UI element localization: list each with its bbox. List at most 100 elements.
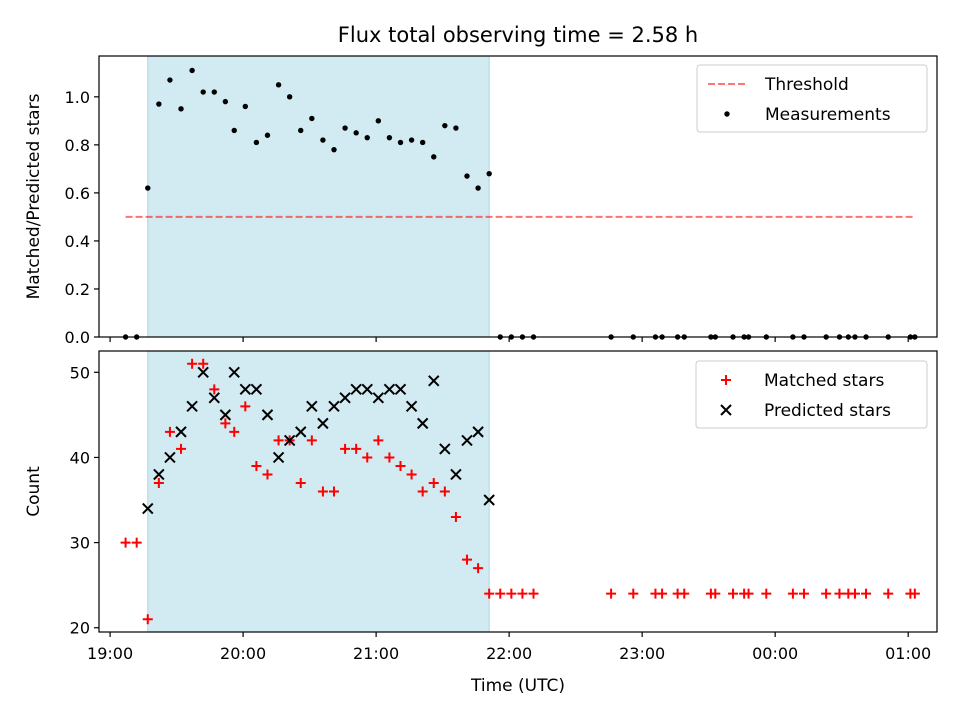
data-point <box>361 383 373 396</box>
data-point <box>362 452 373 463</box>
data-point <box>242 103 249 110</box>
data-point <box>353 130 359 136</box>
data-point <box>406 469 417 480</box>
data-point <box>250 383 263 396</box>
data-point <box>373 435 384 446</box>
data-point <box>306 435 317 446</box>
legend: Threshold Measurements <box>696 64 928 133</box>
data-point <box>200 89 206 95</box>
data-point <box>339 392 351 404</box>
data-point <box>386 134 393 141</box>
data-point <box>176 443 187 454</box>
data-point <box>397 139 404 146</box>
data-point <box>861 588 872 599</box>
data-point <box>464 173 470 179</box>
data-point <box>283 434 296 447</box>
data-point <box>228 366 240 378</box>
x-tick-label: 21:00 <box>353 644 399 663</box>
data-point <box>198 358 209 369</box>
top-panel: 0.0 0.2 0.4 0.6 0.8 1.0 Matched/Predicted star… <box>24 55 938 347</box>
legend-marker <box>721 375 731 385</box>
data-point <box>251 460 262 471</box>
data-point <box>384 452 395 463</box>
y-tick-label: 0.6 <box>65 184 90 203</box>
data-point <box>761 588 772 599</box>
y-tick-label: 40 <box>70 448 90 467</box>
legend-label: Matched stars <box>764 371 884 391</box>
data-point <box>351 443 362 454</box>
data-point <box>416 417 429 430</box>
data-point <box>295 477 306 488</box>
data-point <box>208 392 220 404</box>
data-point <box>849 588 860 599</box>
data-point <box>328 486 339 497</box>
data-point <box>394 383 407 396</box>
legend-label: Predicted stars <box>764 401 891 421</box>
data-point <box>628 588 639 599</box>
data-point <box>264 132 271 138</box>
data-point <box>120 537 131 548</box>
legend-box <box>695 360 928 429</box>
legend-marker <box>724 111 730 117</box>
plot-frame <box>98 55 938 338</box>
data-point <box>328 400 340 413</box>
series-predicted-stars <box>142 366 495 515</box>
data-point <box>395 460 406 471</box>
data-point <box>317 486 328 497</box>
data-point <box>197 366 209 378</box>
data-point <box>657 588 668 599</box>
observing-interval-shade <box>147 56 490 337</box>
data-point <box>229 426 240 437</box>
legend-box <box>696 64 928 133</box>
data-point <box>350 383 362 396</box>
data-point <box>317 417 329 430</box>
x-axis-label: Time (UTC) <box>470 676 565 696</box>
y-axis-label: Count <box>24 466 44 517</box>
data-point <box>486 170 492 177</box>
data-point <box>506 588 517 599</box>
data-point <box>175 426 187 438</box>
data-point <box>383 383 396 396</box>
y-tick-label: 0.2 <box>65 280 90 299</box>
data-point <box>405 400 418 413</box>
data-point <box>728 588 739 599</box>
data-point <box>164 426 175 437</box>
data-point <box>142 502 154 515</box>
data-point <box>462 554 473 565</box>
data-point <box>261 409 274 421</box>
data-point <box>679 588 690 599</box>
data-point <box>450 512 461 523</box>
data-point <box>473 563 484 574</box>
legend-marker <box>720 404 732 416</box>
series-measurements <box>122 67 918 340</box>
data-point <box>211 89 217 95</box>
y-tick-label: 20 <box>70 619 90 638</box>
y-tick-label: 0.8 <box>65 136 90 155</box>
data-point <box>164 451 176 464</box>
data-point <box>834 588 845 599</box>
legend-label: Threshold <box>764 75 849 95</box>
data-point <box>222 98 229 105</box>
x-tick-label: 01:00 <box>885 644 931 663</box>
data-point <box>219 409 232 421</box>
data-point <box>186 400 198 413</box>
data-point <box>372 392 385 404</box>
x-tick-label: 22:00 <box>486 644 532 663</box>
x-tick-label: 00:00 <box>752 644 798 663</box>
data-point <box>483 494 495 506</box>
data-point <box>883 588 894 599</box>
data-point <box>428 477 439 488</box>
data-point <box>364 134 370 141</box>
data-point <box>439 443 451 455</box>
data-point <box>187 358 198 369</box>
data-point <box>743 588 754 599</box>
data-point <box>475 185 481 191</box>
data-point <box>472 426 484 438</box>
data-point <box>209 384 220 395</box>
data-point <box>145 185 151 191</box>
data-point <box>272 451 285 464</box>
data-point <box>340 443 351 454</box>
x-tick-label: 23:00 <box>619 644 665 663</box>
data-point <box>131 537 142 548</box>
